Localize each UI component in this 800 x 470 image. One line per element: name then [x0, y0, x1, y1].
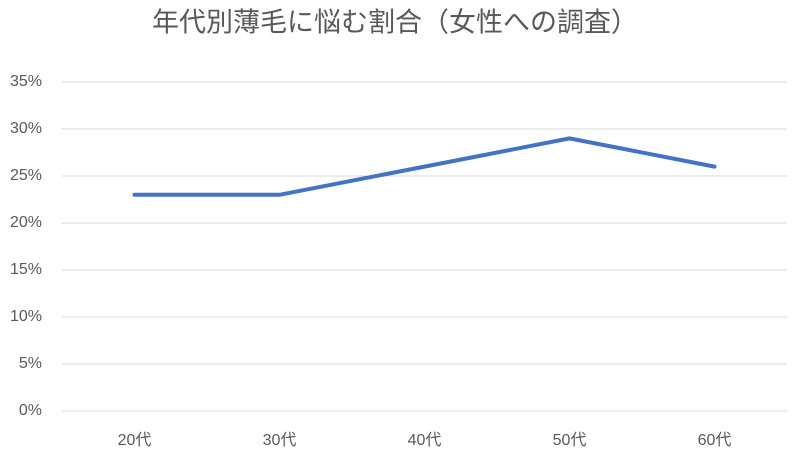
y-tick-label: 35%	[10, 73, 42, 90]
x-tick-label: 40代	[408, 431, 442, 449]
y-tick-label: 25%	[10, 167, 42, 184]
y-tick-label: 5%	[19, 355, 42, 372]
y-tick-label: 20%	[10, 214, 42, 231]
y-tick-label: 30%	[10, 120, 42, 137]
chart-title: 年代別薄毛に悩む割合（女性への調査）	[152, 8, 638, 39]
x-tick-label: 60代	[698, 431, 732, 449]
x-tick-label: 20代	[118, 431, 152, 449]
x-tick-label: 30代	[263, 431, 297, 449]
y-tick-label: 10%	[10, 308, 42, 325]
y-tick-label: 0%	[19, 402, 42, 419]
data-line	[132, 136, 717, 197]
y-tick-label: 15%	[10, 261, 42, 278]
x-tick-label: 50代	[553, 431, 587, 449]
